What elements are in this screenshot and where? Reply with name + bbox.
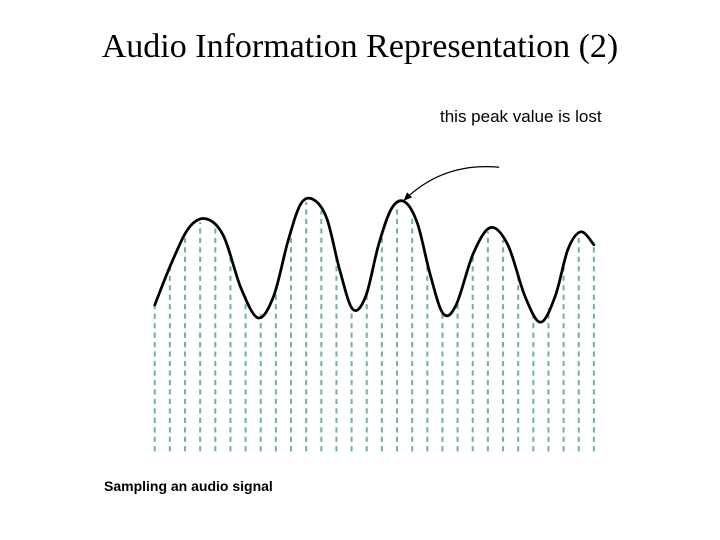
audio-sampling-diagram: [90, 150, 650, 460]
annotation-arrow: [404, 167, 499, 200]
waveform-path: [155, 198, 594, 322]
figure-caption: Sampling an audio signal: [104, 478, 273, 494]
peak-lost-annotation: this peak value is lost: [440, 107, 602, 127]
sampling-lines-group: [155, 202, 594, 451]
slide-title: Audio Information Representation (2): [0, 28, 720, 66]
